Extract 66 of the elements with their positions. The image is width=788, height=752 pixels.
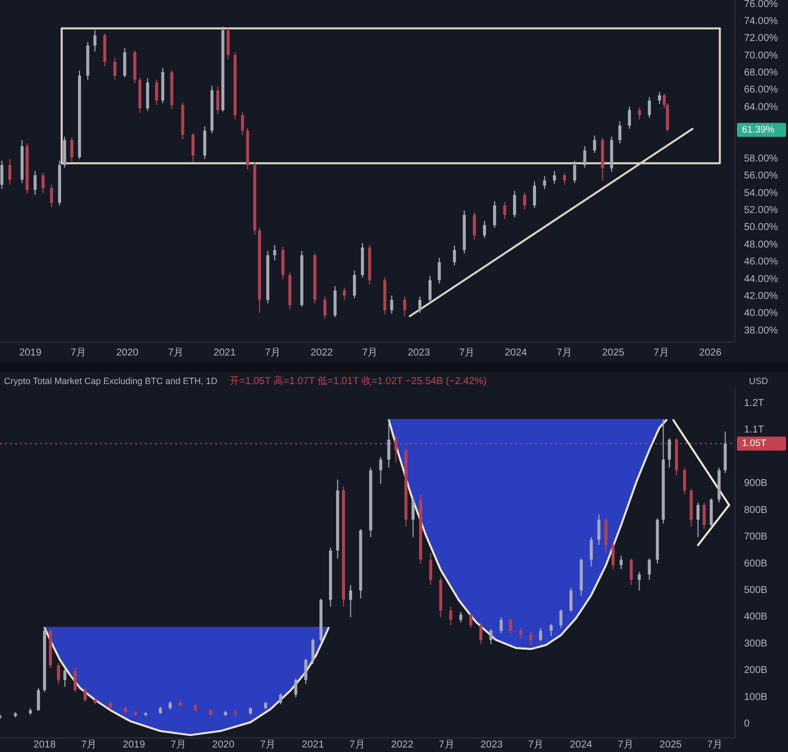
y-tick-label: 58.00% [744, 153, 778, 164]
y-tick-label: 42.00% [744, 290, 778, 302]
y-tick-label: 74.00% [744, 16, 778, 27]
x-tick-label: 2024 [504, 348, 528, 358]
y-tick-label: 50.00% [744, 222, 778, 234]
x-tick-label: 2021 [214, 348, 236, 358]
y-tick-label: 54.00% [744, 188, 778, 199]
x-tick-label: 2020 [212, 740, 235, 750]
chart-subtitle: 开=1.05T 高=1.07T 低=1.01T 收=1.02T −25.54B (−2.42%) [229, 374, 487, 386]
y-tick-label: 76.00% [744, 0, 778, 10]
y-tick-label: 70.00% [744, 50, 778, 62]
y-tick-label: 800B [744, 504, 768, 516]
y-tick-label: 68.00% [744, 68, 778, 79]
x-tick-label: 7月 [528, 740, 544, 750]
y-tick-label: 600B [744, 558, 768, 570]
x-tick-label: 7月 [556, 348, 572, 358]
ref-line-label: 1.05T [742, 438, 766, 450]
x-tick-label: 2024 [570, 740, 593, 750]
chart-title: Crypto Total Market Cap Excluding BTC and ETH, 1D [4, 376, 218, 386]
y-tick-label: 900B [744, 478, 768, 490]
text: 61.39% [742, 124, 775, 136]
y-tick-label: 500B [744, 585, 768, 596]
y-tick-label: 66.00% [744, 84, 778, 96]
y-tick-label: 700B [744, 532, 768, 543]
y-tick-label: 300B [744, 638, 768, 650]
x-tick-label: 7月 [618, 740, 634, 750]
y-tick-label: 200B [744, 665, 768, 676]
x-tick-label: 7月 [168, 348, 184, 358]
y-tick-label: 46.00% [744, 256, 778, 268]
x-tick-label: 2020 [116, 348, 139, 358]
y-tick-label: 52.00% [744, 205, 778, 216]
y-tick-label: 400B [744, 612, 768, 623]
y-tick-label: 100B [744, 692, 768, 703]
x-tick-label: 2019 [122, 740, 146, 750]
x-tick-label: 2025 [659, 740, 682, 750]
x-tick-label: 7月 [438, 740, 454, 750]
x-tick-label: 7月 [707, 740, 723, 750]
x-tick-label: 2022 [310, 348, 334, 358]
y-tick-label: 38.00% [744, 325, 778, 336]
y-tick-label: 0 [744, 718, 750, 730]
x-tick-label: 7月 [70, 348, 86, 358]
y-tick-label: 40.00% [744, 308, 778, 320]
y-tick-label: 56.00% [744, 170, 778, 182]
x-tick-label: 2018 [33, 740, 56, 750]
x-tick-label: 2026 [699, 348, 722, 358]
x-tick-label: 7月 [170, 740, 186, 750]
y-tick-label: 64.00% [744, 102, 778, 113]
y-tick-label: 72.00% [744, 33, 778, 44]
x-tick-label: 7月 [260, 740, 276, 750]
x-tick-label: 2022 [391, 740, 414, 750]
x-tick-label: 7月 [349, 740, 365, 750]
x-tick-label: 7月 [81, 740, 97, 750]
x-tick-label: 7月 [265, 348, 281, 358]
x-tick-label: 2019 [19, 348, 42, 358]
y-tick-label: 44.00% [744, 274, 778, 285]
x-tick-label: 2023 [480, 740, 504, 750]
x-tick-label: 7月 [654, 348, 670, 358]
x-tick-label: 7月 [362, 348, 378, 358]
x-tick-label: 2023 [408, 348, 430, 358]
x-tick-label: 2021 [302, 740, 324, 750]
y-axis-title: USD [749, 376, 768, 386]
y-tick-label: 1.2T [744, 398, 764, 409]
x-tick-label: 7月 [459, 348, 475, 358]
y-tick-label: 1.1T [744, 424, 764, 436]
y-tick-label: 48.00% [744, 239, 778, 250]
x-tick-label: 2025 [602, 348, 625, 358]
